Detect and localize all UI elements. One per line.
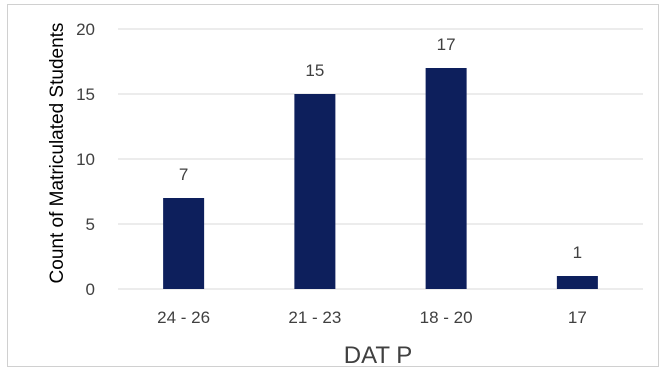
- x-axis-ticks: 24 - 26 21 - 23 18 - 20 17: [157, 308, 587, 327]
- x-tick-label: 24 - 26: [157, 308, 210, 327]
- y-axis-ticks: 0 5 10 15 20: [76, 20, 95, 299]
- y-tick-label: 5: [86, 215, 95, 234]
- y-tick-label: 10: [76, 150, 95, 169]
- data-label: 17: [437, 35, 456, 54]
- x-tick-label: 17: [568, 308, 587, 327]
- data-label: 15: [305, 61, 324, 80]
- bar: [556, 276, 598, 289]
- y-tick-label: 20: [76, 20, 95, 39]
- x-axis-title: DAT P: [344, 342, 412, 368]
- data-label: 1: [573, 243, 582, 262]
- chart-frame: 0 5 10 15 20 7 15 17 1 24 - 26 21 - 23 18 - 20 17 …: [7, 4, 659, 369]
- y-tick-label: 15: [76, 85, 95, 104]
- y-axis-title: Count of Matriculated Students: [47, 23, 68, 284]
- gridlines: [118, 28, 643, 290]
- bar: [294, 94, 336, 289]
- x-tick-label: 18 - 20: [420, 308, 473, 327]
- bars: [163, 68, 598, 289]
- data-label: 7: [179, 165, 188, 184]
- x-tick-label: 21 - 23: [288, 308, 341, 327]
- bar: [163, 198, 205, 289]
- bar: [425, 68, 467, 289]
- data-labels: 7 15 17 1: [179, 35, 582, 262]
- y-tick-label: 0: [86, 280, 95, 299]
